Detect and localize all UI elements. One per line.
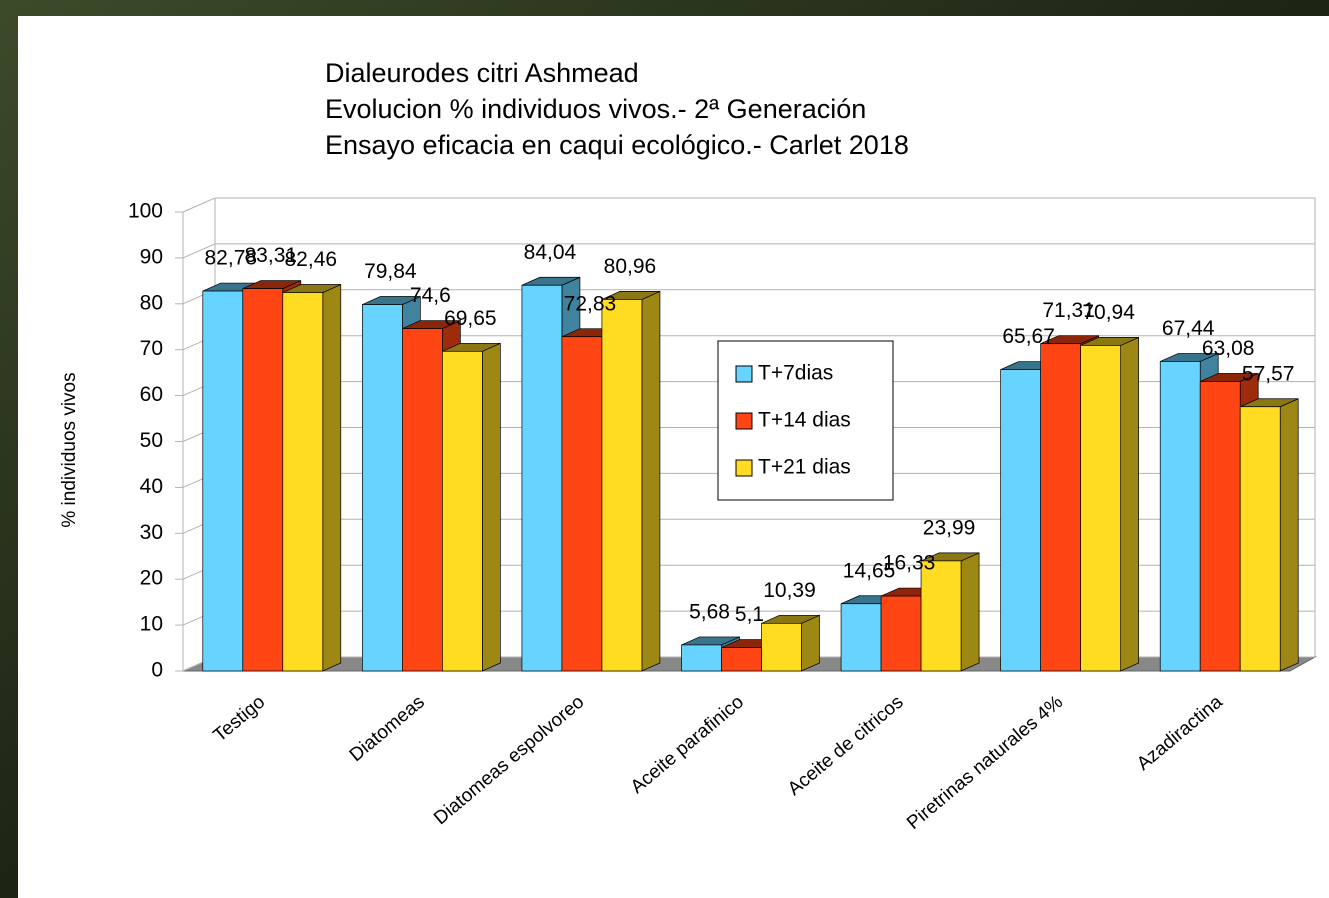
y-tick-label: 30 [140,521,163,544]
data-label: 70,94 [1082,301,1135,324]
bar [1080,345,1121,672]
grid-line [182,243,1315,259]
bar [561,336,603,672]
legend-swatch [735,365,753,383]
y-axis-label: % individuos vivos [59,372,80,527]
grid-line [182,197,1315,213]
bar [721,647,762,672]
bar [202,290,244,672]
data-label: 71,31 [1042,299,1095,322]
bar [1239,406,1281,672]
data-label: 14,65 [843,559,896,582]
legend-label: T+21 dias [758,456,851,479]
bar [1199,381,1241,672]
data-label: 80,96 [604,255,657,278]
data-label: 23,99 [923,516,976,539]
legend-label: T+7dias [758,362,833,385]
bar [1040,343,1081,672]
legend-label: T+14 dias [758,409,851,432]
bar [920,560,962,672]
data-label: 79,84 [364,260,417,283]
chart-title: Dialeurodes citri Ashmead [325,58,639,88]
bar [521,284,563,672]
data-label: 74,6 [410,284,451,307]
bar-side [801,614,820,672]
y-tick-label: 40 [140,475,163,498]
bar [1000,369,1041,672]
y-tick-label: 70 [140,337,163,360]
data-label: 63,08 [1202,337,1255,360]
data-label: 10,39 [763,579,816,602]
bar-side [322,283,342,672]
data-label: 83,31 [245,244,298,267]
chart-title: Evolucion % individuos vivos.- 2ª Genera… [325,94,866,124]
bar-side [641,290,661,672]
data-label: 69,65 [444,307,497,330]
bar-side [960,552,980,672]
bar [601,299,643,672]
bar [681,644,722,672]
bar-side [1279,398,1299,672]
y-tick-label: 90 [140,245,163,268]
y-tick-label: 100 [128,200,163,223]
bar [282,292,324,672]
data-label: 82,46 [285,248,338,271]
legend-swatch [735,412,753,430]
data-label: 84,04 [524,241,577,264]
chart-title: Ensayo eficacia en caqui ecológico.- Car… [325,130,909,160]
data-label: 82,78 [205,247,258,270]
data-label: 65,67 [1002,325,1055,348]
y-tick-label: 10 [140,613,163,636]
bar [362,304,403,672]
y-tick-label: 60 [140,383,163,406]
data-label: 16,33 [883,552,936,575]
data-label: 67,44 [1162,317,1215,340]
bar-side [1120,336,1139,672]
legend-swatch [735,459,753,477]
y-tick-label: 80 [140,291,163,314]
data-label: 72,83 [564,292,617,315]
bar [1159,361,1201,672]
y-tick-label: 0 [151,659,163,682]
y-tick-label: 20 [140,567,163,590]
bar-side [482,342,501,672]
data-label: 5,1 [735,603,764,626]
bar [242,288,284,672]
bar [840,603,882,672]
y-tick-label: 50 [140,429,163,452]
bar [442,350,483,672]
bar [880,595,922,672]
data-label: 57,57 [1242,362,1295,385]
bar [761,622,802,672]
data-label: 5,68 [689,600,730,623]
bar [402,328,443,672]
